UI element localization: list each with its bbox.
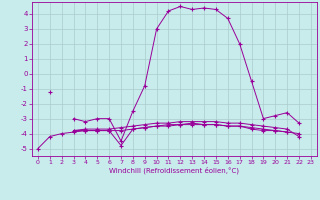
X-axis label: Windchill (Refroidissement éolien,°C): Windchill (Refroidissement éolien,°C) <box>109 167 239 174</box>
